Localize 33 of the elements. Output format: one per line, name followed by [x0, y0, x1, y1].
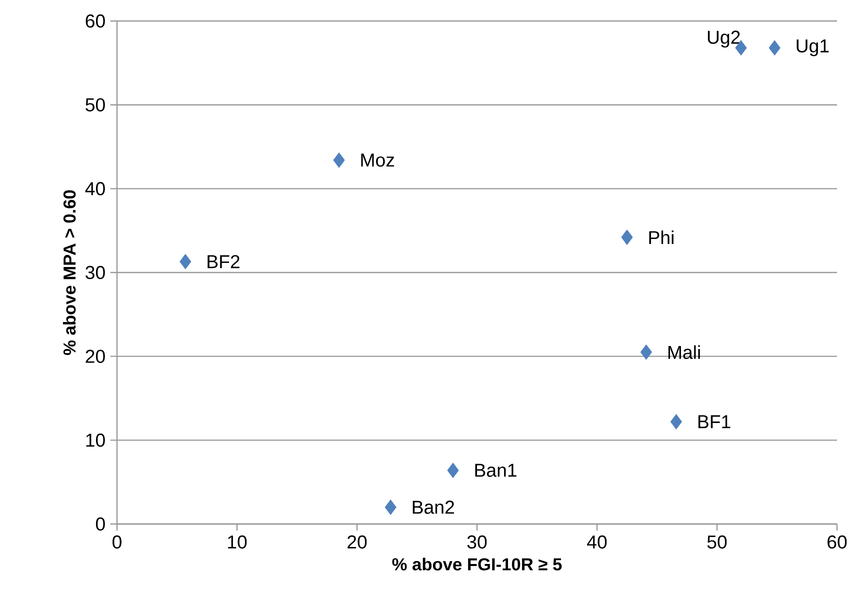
point: [621, 230, 633, 245]
x-tick-label: 60: [828, 535, 847, 549]
annotation: Ug2: [708, 30, 740, 48]
point: [640, 344, 652, 360]
y-tick-label: 60: [86, 14, 105, 28]
y-tick-label: 0: [96, 517, 105, 531]
x-tick-label: 40: [587, 535, 607, 549]
y-tick-label: 10: [86, 434, 105, 447]
x-tick-label: 20: [348, 535, 367, 549]
annotation: Ug1: [796, 39, 829, 56]
x-tick-label: 50: [707, 535, 727, 549]
x-tick-label: 0: [112, 535, 122, 549]
x-axis-title: % above FGI-10R ≥ 5: [392, 558, 562, 570]
annotation: BF1: [698, 415, 730, 428]
x-tick-label: 30: [467, 535, 487, 549]
annotation: BF2: [208, 255, 240, 268]
annotation: Mali: [668, 345, 700, 360]
annotation: Phi: [649, 230, 674, 244]
point: [670, 414, 682, 430]
y-tick-label: 50: [86, 98, 105, 112]
point: [333, 152, 345, 168]
point: [384, 500, 396, 515]
point: [768, 40, 780, 56]
y-tick-label: 40: [85, 182, 105, 196]
y-axis-title: % above MPA > 0.60: [62, 190, 76, 355]
annotation: Ban2: [412, 500, 454, 514]
annotation: Moz: [361, 154, 394, 167]
point: [447, 462, 459, 478]
y-tick-label: 20: [86, 350, 105, 363]
point: [180, 254, 192, 270]
annotation: Ban1: [475, 464, 516, 477]
y-tick-label: 30: [86, 266, 105, 280]
x-tick-label: 10: [228, 535, 247, 549]
